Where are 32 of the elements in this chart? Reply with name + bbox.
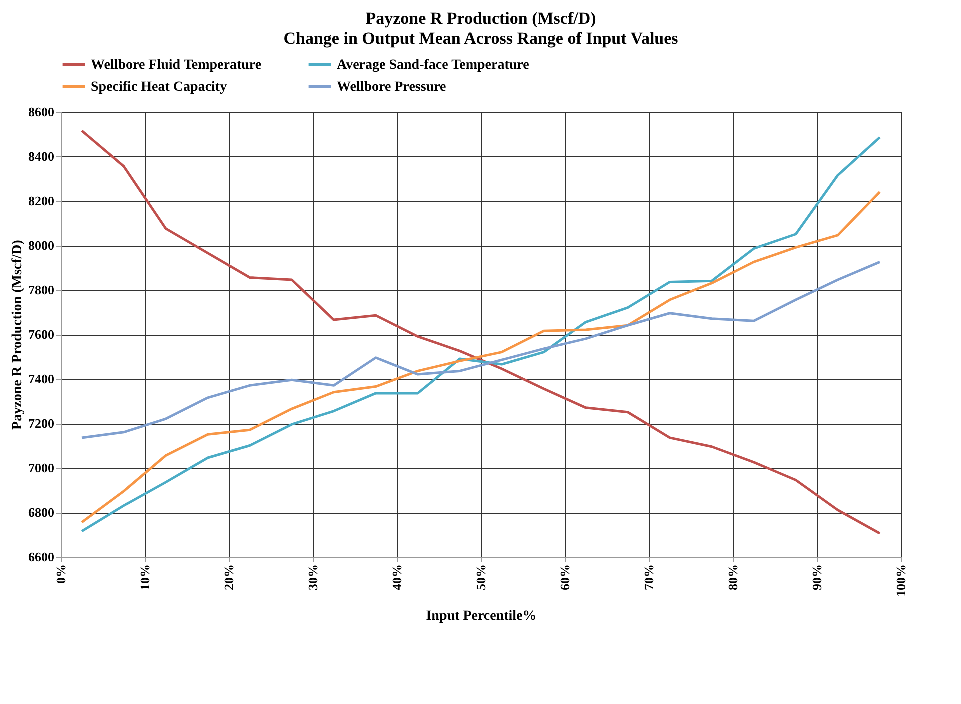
y-tick-label: 7400 [28,372,54,386]
x-tick-label: 20% [222,564,236,590]
x-tick-label: 30% [306,564,320,590]
x-tick-label: 100% [894,564,908,597]
legend-label: Specific Heat Capacity [91,80,228,95]
x-tick-label: 0% [54,564,68,584]
legend-label: Wellbore Fluid Temperature [91,58,262,73]
x-axis-title: Input Percentile% [426,609,537,624]
y-tick-label: 7000 [28,460,54,476]
y-tick-label: 8600 [28,104,54,120]
x-tick-label: 40% [390,564,404,590]
chart-title: Payzone R Production (Mscf/D) [366,9,596,28]
line-series [80,260,882,440]
chart-subtitle: Change in Output Mean Across Range of Input Values [284,29,679,48]
y-tick-label: 6800 [28,505,54,520]
x-tick-label: 90% [810,564,824,590]
y-axis-title: Payzone R Production (Mscf/D) [10,240,26,430]
x-tick-label: 60% [558,564,572,590]
y-tick-label: 7600 [28,327,54,342]
line-series [80,190,882,524]
y-tick-label: 8400 [28,149,54,164]
x-tick-label: 50% [474,564,488,590]
x-tick-label: 80% [726,564,740,590]
x-tick-label: 70% [642,564,656,590]
x-tick-label: 10% [138,564,152,590]
y-tick-label: 7800 [28,282,54,298]
legend-label: Average Sand-face Temperature [337,58,530,73]
y-tick-label: 8000 [28,238,54,253]
y-tick-label: 8200 [28,194,54,208]
y-tick-label: 7200 [28,416,54,431]
y-tick-label: 6600 [28,550,54,564]
legend-label: Wellbore Pressure [337,80,446,95]
